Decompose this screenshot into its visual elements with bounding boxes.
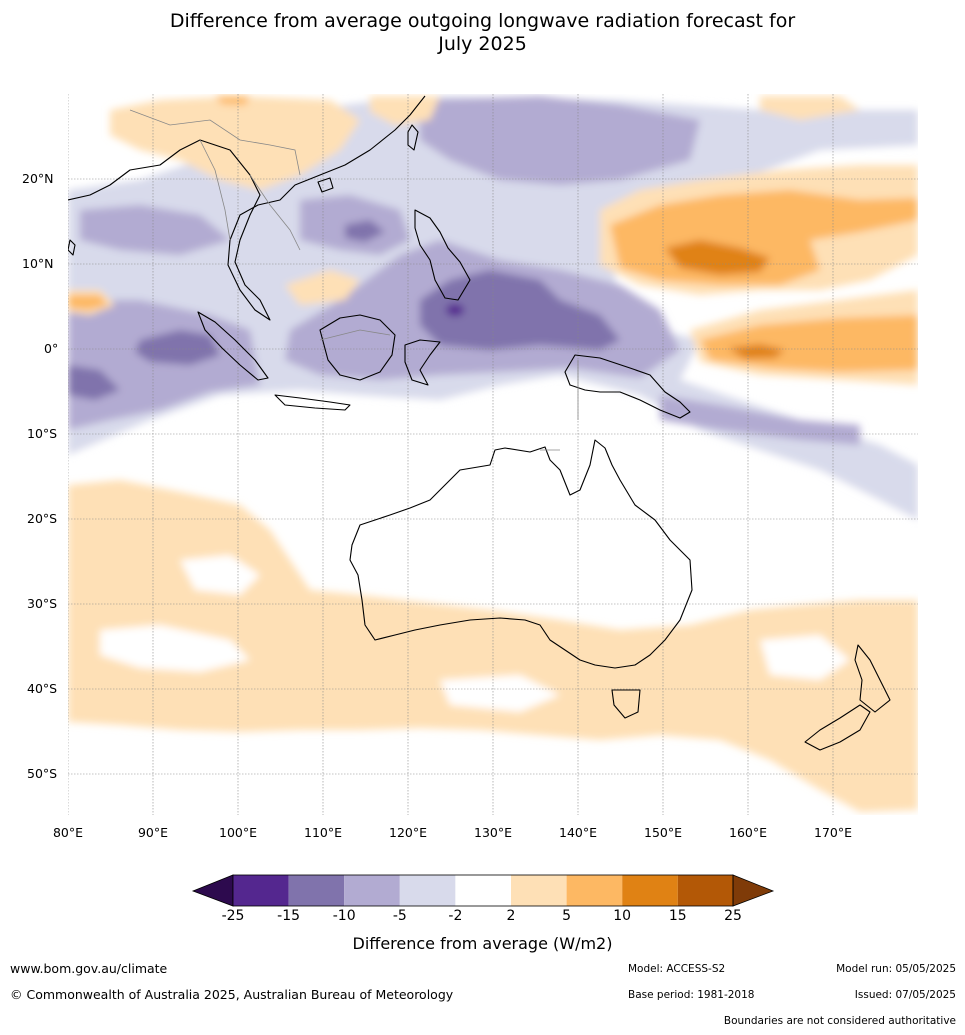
lon-label-140e: 140°E [558, 825, 598, 840]
colorbar-tick-label: -5 [392, 908, 407, 924]
footer-disclaimer: Boundaries are not considered authoritat… [723, 1015, 956, 1027]
lon-label-90e: 90°E [137, 825, 169, 840]
region-pos-strong-ne [665, 240, 770, 275]
coast-philippines [414, 209, 471, 301]
coast-australia [349, 439, 693, 669]
lon-label-130e: 130°E [473, 825, 513, 840]
colorbar-tick-label: 15 [668, 908, 687, 924]
lat-label-20n: 20°N [22, 171, 54, 186]
coast-sulawesi [404, 339, 441, 386]
colorbar-bin-8 [622, 875, 678, 906]
coast-sri-lanka [68, 239, 76, 256]
lon-label-110e: 110°E [303, 825, 343, 840]
colorbar-bin-9 [677, 875, 733, 906]
region-neg-max [446, 304, 464, 316]
colorbar-title: Difference from average (W/m2) [352, 934, 613, 953]
colorbar-tick-label: -10 [332, 908, 356, 924]
colorbar-tick-label: 5 [562, 908, 572, 924]
title-line-2: July 2025 [438, 33, 527, 55]
coast-asia-mainland [68, 95, 426, 321]
lat-label-40s: 40°S [27, 681, 58, 696]
footer-base-period: Base period: 1981-2018 [628, 989, 755, 1001]
colorbar-bin-7 [566, 875, 623, 906]
region-neg-mid-pac [660, 395, 860, 445]
coast-taiwan [407, 124, 419, 151]
colorbar [191, 874, 775, 907]
lon-label-150e: 150°E [643, 825, 683, 840]
region-neg-strong-west [135, 330, 220, 365]
region-neg-strong-phil [345, 220, 385, 242]
footer-website: www.bom.gov.au/climate [10, 961, 168, 976]
footer-copyright: © Commonwealth of Australia 2025, Austra… [10, 987, 454, 1002]
region-neg-mid-west [68, 300, 260, 430]
lat-label-30s: 30°S [27, 596, 58, 611]
region-neg-strong-central [420, 270, 620, 350]
coast-hainan [317, 177, 334, 193]
colorbar-bin-2 [288, 875, 345, 906]
lon-label-160e: 160°E [728, 825, 768, 840]
region-pos-strong-east [728, 344, 785, 359]
footer-issued: Issued: 07/05/2025 [854, 989, 956, 1001]
region-pos-mid-west [68, 295, 108, 310]
lon-label-120e: 120°E [388, 825, 428, 840]
colorbar-tick-label: 10 [613, 908, 632, 924]
region-pos-light-nc [370, 96, 440, 125]
coast-nz-north [854, 644, 891, 713]
colorbar-tick-label: 25 [724, 908, 742, 924]
lat-label-50s: 50°S [27, 766, 58, 781]
lon-label-80e: 80°E [52, 825, 84, 840]
colorbar-bin-3 [344, 875, 400, 906]
graticule [68, 94, 918, 815]
colorbar-tick-label: 2 [506, 908, 516, 924]
colorbar-tick-label: -15 [277, 908, 301, 924]
lat-label-10s: 10°S [27, 426, 58, 441]
region-pos-light-ne-top [760, 96, 860, 120]
region-neg-mid-nw [80, 205, 230, 255]
region-neg-mid-north [420, 96, 700, 185]
region-pos-mid-north [215, 96, 250, 105]
colorbar-bin-5 [455, 875, 511, 906]
colorbar-bin-6 [511, 875, 567, 906]
region-pos-light-mid [285, 270, 360, 305]
coast-sumatra [197, 311, 269, 381]
colorbar-bin-1 [233, 875, 289, 906]
anomaly-field [68, 94, 918, 815]
footer-model: Model: ACCESS-S2 [628, 963, 726, 975]
colorbar-extend-low [191, 874, 234, 907]
colorbar-tick-label: -25 [221, 908, 245, 924]
coast-nz-south [804, 704, 871, 751]
lat-label-10n: 10°N [22, 256, 54, 271]
coast-tasmania [611, 689, 641, 719]
colorbar-tick-label: -2 [448, 908, 463, 924]
region-neg-strong-far-west [68, 365, 120, 400]
region-pos-light-nw [110, 96, 360, 190]
coast-new-guinea [564, 354, 691, 419]
map-title: Difference from average outgoing longwav… [0, 10, 965, 56]
lon-label-170e: 170°E [813, 825, 853, 840]
country-borders [129, 109, 579, 451]
lon-label-100e: 100°E [218, 825, 258, 840]
lat-label-20s: 20°S [27, 511, 58, 526]
lat-label-equator: 0° [44, 341, 59, 356]
coast-borneo [319, 314, 396, 381]
footer-model-run: Model run: 05/05/2025 [836, 963, 956, 975]
colorbar-bin-4 [399, 875, 456, 906]
title-line-1: Difference from average outgoing longwav… [169, 10, 796, 32]
colorbar-extend-high [732, 874, 775, 907]
coast-java [274, 394, 351, 411]
coastlines [68, 95, 891, 751]
